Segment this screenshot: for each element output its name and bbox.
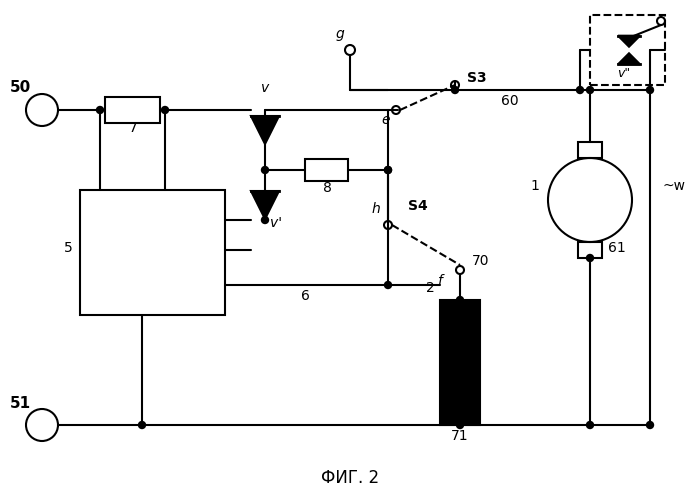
Circle shape: [587, 86, 594, 94]
Circle shape: [262, 166, 269, 173]
Text: 6: 6: [300, 289, 309, 303]
Text: 7: 7: [129, 121, 137, 135]
Text: 8: 8: [323, 181, 331, 195]
Text: S3: S3: [467, 71, 486, 85]
Circle shape: [577, 86, 584, 94]
Circle shape: [97, 106, 104, 114]
Polygon shape: [618, 54, 640, 64]
Text: 1: 1: [531, 179, 540, 193]
Polygon shape: [251, 116, 279, 144]
Text: 51: 51: [9, 396, 31, 410]
Circle shape: [452, 86, 458, 94]
Circle shape: [139, 422, 146, 428]
Text: e: e: [382, 113, 391, 127]
Circle shape: [647, 422, 654, 428]
Circle shape: [647, 86, 654, 94]
Text: S4: S4: [408, 199, 428, 213]
Text: ~w: ~w: [662, 179, 685, 193]
Text: v": v": [617, 67, 631, 80]
Bar: [578, 142, 602, 158]
Text: v': v': [270, 216, 282, 230]
Text: f: f: [438, 274, 442, 288]
Circle shape: [384, 166, 391, 173]
Polygon shape: [618, 36, 640, 46]
Polygon shape: [251, 191, 279, 219]
Bar: [440, 300, 480, 425]
Circle shape: [384, 282, 391, 288]
Bar: [305, 159, 348, 181]
Bar: [590, 15, 665, 85]
Text: h: h: [372, 202, 380, 216]
Text: 71: 71: [452, 429, 469, 443]
Circle shape: [456, 422, 463, 428]
Circle shape: [587, 422, 594, 428]
Text: 60: 60: [501, 94, 519, 108]
Text: 61: 61: [608, 241, 626, 255]
Text: ФИГ. 2: ФИГ. 2: [321, 469, 379, 487]
Text: g: g: [335, 27, 344, 41]
Bar: [105, 97, 160, 123]
Circle shape: [384, 166, 391, 173]
Text: 70: 70: [472, 254, 489, 268]
Text: 5: 5: [64, 242, 72, 256]
Circle shape: [262, 216, 269, 224]
Circle shape: [587, 254, 594, 262]
Bar: [578, 242, 602, 258]
Bar: [80, 190, 225, 315]
Text: v: v: [261, 81, 269, 95]
Circle shape: [162, 106, 169, 114]
Circle shape: [456, 296, 463, 304]
Text: 50: 50: [9, 80, 31, 96]
Text: 2: 2: [426, 281, 435, 295]
